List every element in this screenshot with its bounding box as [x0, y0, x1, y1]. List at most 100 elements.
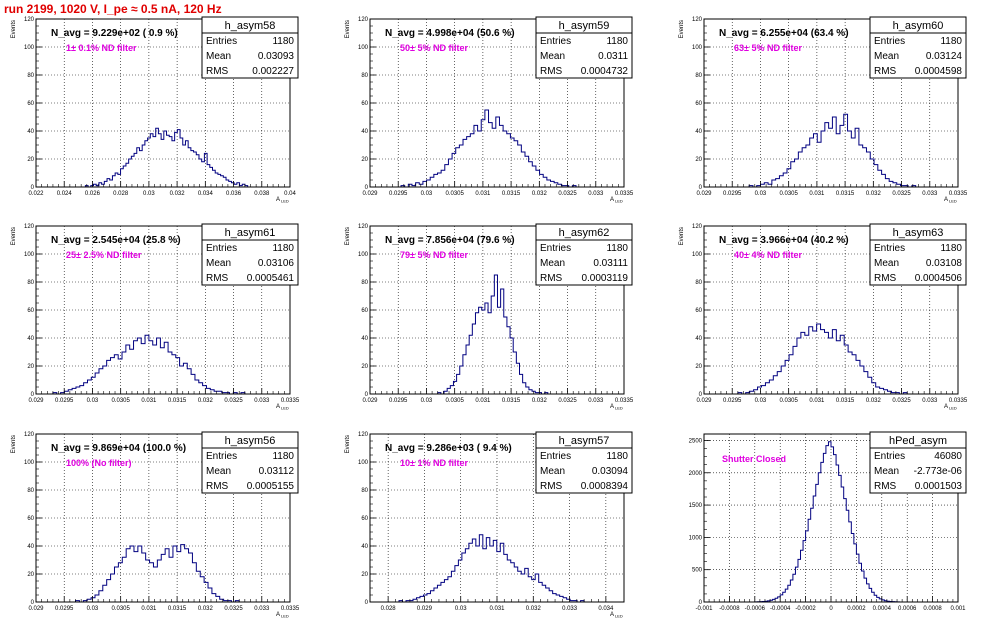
- stats-box: [535, 223, 633, 286]
- x-tick-label: 0.029: [28, 606, 44, 612]
- stats-value: 1180: [272, 451, 294, 462]
- y-axis-label: Events: [11, 20, 17, 38]
- histogram-line: [748, 113, 917, 188]
- stats-key: Mean: [206, 466, 231, 477]
- y-tick-label: 120: [24, 224, 35, 230]
- x-tick-label: 0.032: [866, 191, 882, 197]
- stats-name: h_asym63: [893, 227, 944, 239]
- stats-key: Mean: [540, 258, 565, 269]
- stats-value: 0.0004506: [915, 273, 963, 284]
- x-tick-label: 0.0325: [892, 398, 911, 404]
- histogram-panel-h_asym63: 0.029 0.0295 0.03 0.0305 0.031 0.0315 0.032 0.0…: [679, 223, 968, 411]
- stats-value: 1180: [940, 243, 962, 254]
- stats-value: 0.03111: [593, 258, 628, 269]
- y-tick-label: 80: [27, 280, 34, 286]
- x-tick-label: 0.033: [588, 398, 604, 404]
- y-tick-label: 0: [365, 392, 369, 398]
- x-tick-label: 0.03: [87, 606, 99, 612]
- y-tick-label: 80: [695, 73, 702, 79]
- x-tick-label: 0.0315: [168, 398, 187, 404]
- histogram-line: [737, 323, 908, 395]
- y-tick-label: 40: [27, 336, 34, 342]
- stats-value: 1180: [606, 451, 628, 462]
- y-tick-label: 100: [358, 460, 369, 466]
- x-tick-label: 0.029: [417, 606, 433, 612]
- n-avg-label: N_avg = 3.966e+04 (40.2 %): [719, 235, 849, 246]
- x-tick-label: 0.031: [809, 398, 825, 404]
- x-tick-label: 0.028: [113, 191, 129, 197]
- stats-value: 0.03112: [259, 466, 295, 477]
- x-axis-label: ALED: [276, 197, 289, 204]
- y-tick-label: 0: [365, 185, 369, 191]
- x-tick-label: 0.033: [922, 398, 938, 404]
- stats-name: h_asym60: [893, 20, 944, 32]
- x-tick-label: 0.029: [696, 191, 712, 197]
- x-tick-label: 0.0315: [502, 398, 521, 404]
- x-tick-label: 0.04: [284, 191, 296, 197]
- stats-value: 0.0005461: [247, 273, 295, 284]
- x-tick-label: 0.032: [866, 398, 882, 404]
- y-tick-label: 0: [699, 392, 703, 398]
- stats-key: Entries: [206, 451, 237, 462]
- stats-key: Mean: [874, 258, 899, 269]
- y-tick-label: 20: [27, 364, 34, 370]
- x-tick-label: 0.0008: [923, 606, 942, 612]
- y-axis-label: Events: [345, 435, 351, 453]
- x-tick-label: 0.0305: [111, 606, 130, 612]
- y-axis-label: Events: [345, 227, 351, 245]
- n-avg-label: N_avg = 6.255e+04 (63.4 %): [719, 28, 849, 39]
- x-tick-label: 0.031: [809, 191, 825, 197]
- x-tick-label: 0.0295: [55, 398, 74, 404]
- x-tick-label: 0.029: [362, 191, 378, 197]
- x-tick-label: 0.0335: [281, 398, 300, 404]
- histogram-line: [398, 534, 585, 603]
- y-tick-label: 40: [695, 336, 702, 342]
- stats-value: 0.0003119: [581, 273, 628, 284]
- stats-name: h_asym59: [559, 20, 610, 32]
- x-tick-label: 0.029: [28, 398, 44, 404]
- stats-value: 1180: [606, 36, 628, 47]
- x-tick-label: 0.031: [475, 398, 491, 404]
- stats-box: [201, 223, 299, 286]
- y-tick-label: 120: [692, 224, 703, 230]
- x-axis-label: ALED: [610, 197, 623, 204]
- stats-key: RMS: [206, 481, 229, 492]
- y-tick-label: 80: [27, 73, 34, 79]
- stats-value: 0.03108: [926, 258, 963, 269]
- y-tick-label: 80: [361, 280, 368, 286]
- x-tick-label: 0.031: [141, 398, 157, 404]
- n-avg-label: N_avg = 9.869e+04 (100.0 %): [51, 443, 186, 454]
- stats-key: RMS: [874, 481, 897, 492]
- x-tick-label: 0.0335: [615, 191, 634, 197]
- filter-label: 100% (No filter): [66, 458, 132, 468]
- x-tick-label: 0.024: [57, 191, 73, 197]
- y-tick-label: 500: [692, 568, 703, 574]
- y-tick-label: 100: [24, 45, 35, 51]
- stats-name: h_asym62: [559, 227, 610, 239]
- filter-label: 25± 2.5% ND filter: [66, 250, 142, 260]
- stats-name: hPed_asym: [889, 435, 947, 447]
- y-tick-label: 20: [361, 157, 368, 163]
- n-avg-label: N_avg = 4.998e+04 (50.6 %): [385, 28, 515, 39]
- y-tick-label: 80: [361, 73, 368, 79]
- y-tick-label: 100: [692, 45, 703, 51]
- n-avg-label: N_avg = 2.545e+04 (25.8 %): [51, 235, 181, 246]
- x-tick-label: 0.033: [588, 191, 604, 197]
- x-tick-label: 0.03: [421, 398, 433, 404]
- x-tick-label: 0.031: [489, 606, 505, 612]
- filter-label: 50± 5% ND filter: [400, 43, 468, 53]
- filter-label: 10± 1% ND filter: [400, 458, 468, 468]
- stats-key: RMS: [874, 273, 897, 284]
- stats-value: 1180: [940, 36, 962, 47]
- stats-value: 1180: [606, 243, 628, 254]
- x-tick-label: 0.0305: [445, 398, 464, 404]
- stats-value: 0.03124: [926, 51, 963, 62]
- y-tick-label: 60: [27, 516, 34, 522]
- y-axis-label: Events: [345, 20, 351, 38]
- x-tick-label: 0.033: [562, 606, 578, 612]
- y-tick-label: 2000: [689, 471, 703, 477]
- y-tick-label: 60: [27, 308, 34, 314]
- x-tick-label: 0: [829, 606, 833, 612]
- y-tick-label: 80: [361, 488, 368, 494]
- x-tick-label: 0.0315: [836, 191, 855, 197]
